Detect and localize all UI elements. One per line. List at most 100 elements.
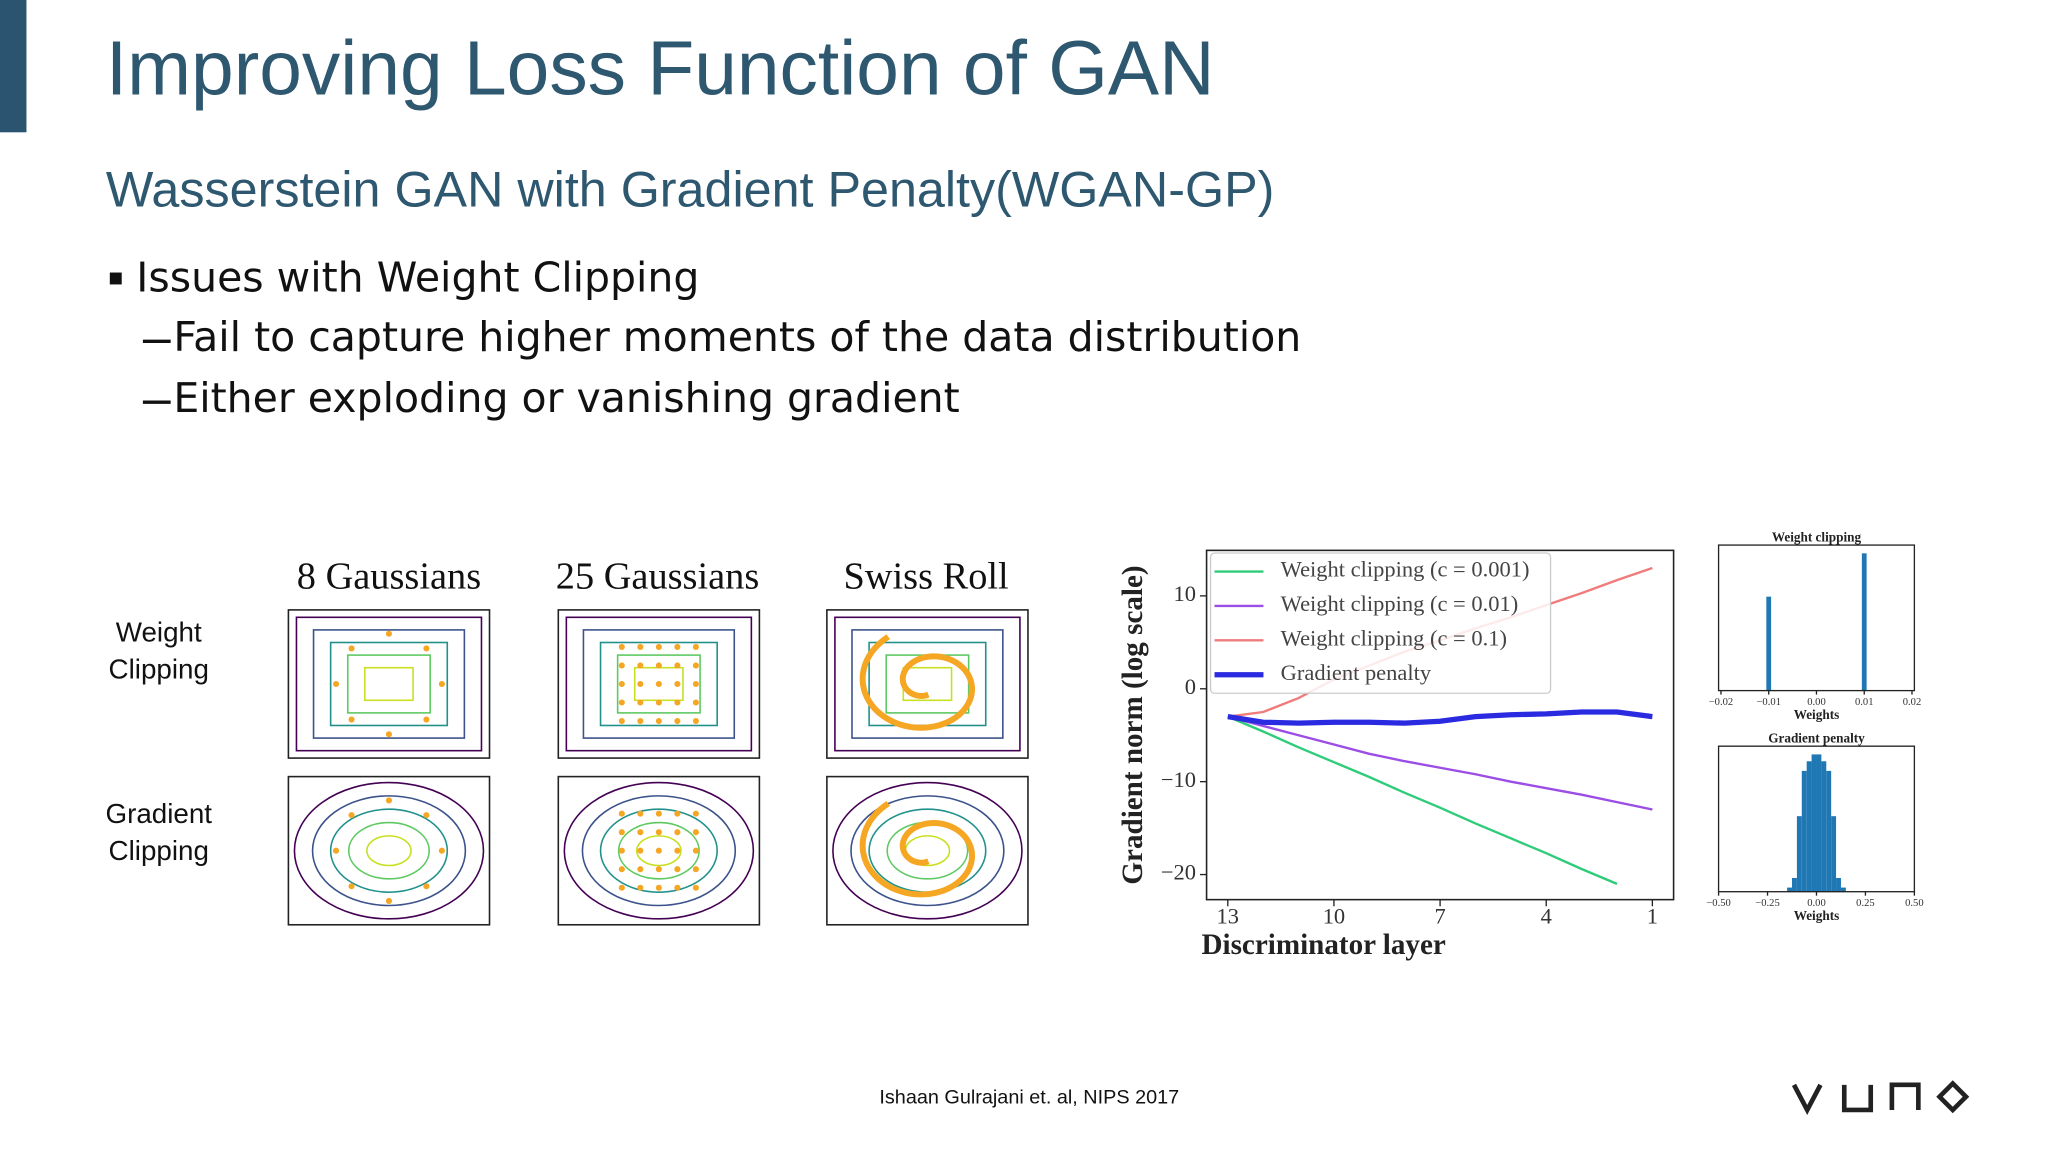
sample-dot xyxy=(618,699,625,706)
contour xyxy=(346,654,431,714)
x-tick-label: 0.25 xyxy=(1856,898,1875,909)
sample-dot xyxy=(692,829,699,836)
sample-dot xyxy=(385,731,393,738)
x-tick-label: −0.02 xyxy=(1709,697,1733,708)
sample-dot xyxy=(674,717,681,725)
sample-dot xyxy=(618,829,625,836)
x-tick-label: 0.50 xyxy=(1905,898,1924,909)
hist-frame xyxy=(1717,544,1916,692)
contour xyxy=(329,808,449,893)
column-title: Swiss Roll xyxy=(843,555,1008,597)
sample-dot xyxy=(655,680,662,688)
sample-dot xyxy=(655,810,662,817)
sample-dot xyxy=(692,884,699,891)
sample-dot xyxy=(637,717,644,725)
sample-dot xyxy=(692,847,699,854)
accent-bar xyxy=(0,0,27,133)
x-tick-label: −0.50 xyxy=(1706,898,1730,909)
sample-dot xyxy=(674,810,681,817)
sample-dot xyxy=(348,645,355,652)
x-axis-label: Discriminator layer xyxy=(1202,929,1446,961)
sample-dot xyxy=(655,643,662,650)
sample-dot xyxy=(655,662,662,669)
y-tick-label: −10 xyxy=(1161,767,1196,792)
contour xyxy=(599,641,718,727)
hist-xlabel: Weights xyxy=(1794,908,1840,923)
sample-dot xyxy=(637,699,644,706)
sample-dot xyxy=(385,630,393,637)
contour xyxy=(293,781,485,920)
sample-dot xyxy=(618,847,625,854)
y-tick-label: −20 xyxy=(1161,860,1196,885)
subtitle: Wasserstein GAN with Gradient Penalty(WG… xyxy=(106,160,1275,217)
contour xyxy=(329,641,449,727)
swiss-roll xyxy=(859,634,976,731)
sample-dot xyxy=(655,699,662,706)
sample-dot xyxy=(637,847,644,854)
contour xyxy=(850,795,1005,907)
sample-dot xyxy=(423,812,430,819)
sample-dot xyxy=(692,717,699,725)
legend-box xyxy=(1209,552,1552,694)
sample-dot xyxy=(692,810,699,817)
hist-bar xyxy=(1840,887,1846,892)
contour xyxy=(581,795,737,907)
x-tick-label: −0.01 xyxy=(1756,697,1780,708)
hist-bar xyxy=(1861,553,1867,691)
sample-dot xyxy=(423,883,430,890)
contour xyxy=(364,666,414,702)
hist-bar xyxy=(1801,770,1807,892)
hist-bar xyxy=(1821,761,1827,892)
hist-bar xyxy=(1796,816,1802,892)
contour xyxy=(617,821,700,880)
sample-dot xyxy=(692,680,699,688)
x-tick-label: 13 xyxy=(1217,903,1239,928)
hist-xlabel: Weights xyxy=(1794,707,1840,722)
contour xyxy=(851,629,1004,739)
x-tick-label: 7 xyxy=(1434,903,1445,928)
hist-bar xyxy=(1806,761,1812,892)
hist-title: Gradient penalty xyxy=(1768,731,1865,746)
sample-dot xyxy=(618,866,625,873)
contour xyxy=(582,629,736,739)
sample-dot xyxy=(674,847,681,854)
sample-dot xyxy=(692,643,699,650)
y-tick-label: 0 xyxy=(1185,674,1196,699)
x-tick-label: 4 xyxy=(1541,903,1552,928)
sample-dot xyxy=(692,662,699,669)
sample-dot xyxy=(637,829,644,836)
sample-dot xyxy=(348,716,355,723)
sample-dot xyxy=(385,897,393,905)
hist-bar xyxy=(1811,754,1817,892)
sample-dot xyxy=(618,717,625,725)
series-line xyxy=(1227,709,1653,726)
contour xyxy=(347,821,430,880)
sample-dot xyxy=(332,680,340,688)
sample-dot xyxy=(423,645,430,652)
sample-dot xyxy=(692,699,699,706)
sample-dot xyxy=(637,680,644,688)
x-tick-label: −0.25 xyxy=(1755,898,1779,909)
hist-bar xyxy=(1826,770,1832,892)
title: Improving Loss Function of GAN xyxy=(106,26,1215,111)
x-tick-label: 0.02 xyxy=(1903,697,1922,708)
sample-dot xyxy=(637,643,644,650)
y-axis-label: Gradient norm (log scale) xyxy=(1117,565,1149,884)
bullet: Issues with Weight Clipping xyxy=(136,253,699,301)
column-title: 8 Gaussians xyxy=(297,555,481,597)
x-tick-label: 0.00 xyxy=(1807,898,1826,909)
sample-dot xyxy=(438,680,445,688)
sample-dot xyxy=(637,884,644,891)
legend-label: Weight clipping (c = 0.1) xyxy=(1281,625,1507,650)
sub-bullet: Fail to capture higher moments of the da… xyxy=(173,313,1301,361)
sample-dot xyxy=(348,812,355,819)
sample-dot xyxy=(618,643,625,650)
contour xyxy=(834,616,1021,752)
sample-dot xyxy=(655,847,662,854)
column-title: 25 Gaussians xyxy=(556,555,760,597)
hist-title: Weight clipping xyxy=(1772,529,1862,544)
sub-bullet: Either exploding or vanishing gradient xyxy=(173,374,959,422)
legend-label: Weight clipping (c = 0.01) xyxy=(1281,591,1519,616)
